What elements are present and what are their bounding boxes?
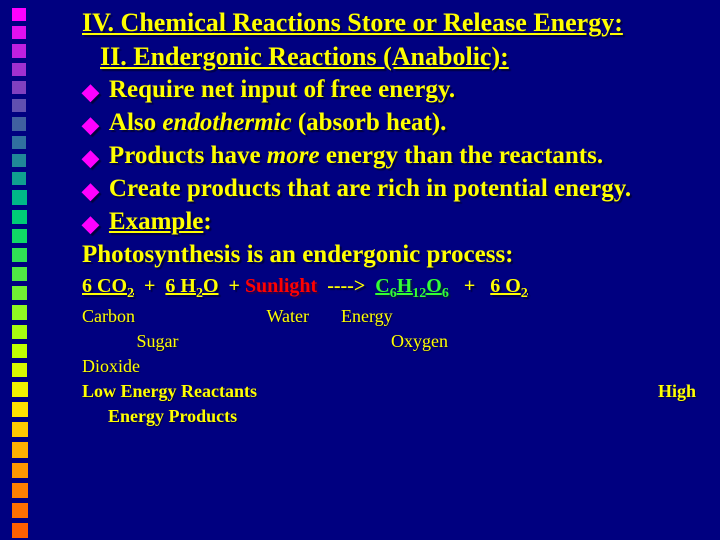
decor-square (12, 402, 28, 417)
energy-products-label: Energy Products (108, 406, 710, 427)
decor-square (12, 344, 27, 358)
decor-square (12, 483, 28, 498)
decor-square (12, 422, 28, 437)
bullet-text: Also endothermic (absorb heat). (109, 109, 447, 137)
process-label: Photosynthesis is an endergonic process: (82, 241, 710, 269)
bullet-list: ◆ Require net input of free energy. ◆ Also … (82, 76, 710, 237)
decor-square (12, 229, 27, 243)
sunlight-term: Sunlight (245, 275, 317, 297)
decor-square (12, 305, 27, 319)
decor-square (12, 210, 27, 224)
labels-row-2: Sugar Oxygen (82, 331, 710, 352)
labels-row-1: Carbon Water Energy (82, 306, 710, 327)
glucose-term: C6H12O6 (375, 275, 449, 297)
low-energy-label: Low Energy Reactants High (82, 381, 710, 402)
decor-square (12, 523, 28, 538)
decor-square (12, 363, 27, 377)
decor-square (12, 99, 26, 112)
main-title: IV. Chemical Reactions Store or Release … (82, 8, 710, 38)
decor-square (12, 63, 26, 76)
decor-square (12, 26, 26, 39)
decor-square (12, 503, 28, 518)
bullet-text: Create products that are rich in potenti… (109, 175, 631, 203)
decor-square (12, 382, 28, 397)
bullet-item: ◆ Require net input of free energy. (82, 76, 710, 105)
bullet-item: ◆ Example: (82, 208, 710, 237)
bullet-text: Products have more energy than the react… (109, 142, 603, 170)
decor-square (12, 44, 26, 57)
decor-square (12, 248, 27, 262)
slide-content: IV. Chemical Reactions Store or Release … (82, 8, 710, 427)
high-label: High (658, 381, 696, 402)
decor-square (12, 463, 28, 478)
decor-square (12, 190, 27, 204)
decor-square (12, 154, 26, 167)
subtitle: II. Endergonic Reactions (Anabolic): (100, 42, 710, 72)
diamond-icon: ◆ (82, 211, 99, 237)
decor-square (12, 286, 27, 300)
bullet-item: ◆ Create products that are rich in potent… (82, 175, 710, 204)
decor-square (12, 442, 28, 457)
diamond-icon: ◆ (82, 178, 99, 204)
decor-square (12, 117, 26, 130)
side-decoration (0, 0, 78, 540)
bullet-item: ◆ Products have more energy than the reac… (82, 142, 710, 171)
chemical-equation: 6 CO2 + 6 H2O + Sunlight ----> C6H12O6 +… (82, 275, 710, 302)
decor-square (12, 81, 26, 94)
decor-square (12, 325, 27, 339)
decor-square (12, 172, 26, 185)
diamond-icon: ◆ (82, 145, 99, 171)
bullet-item: ◆ Also endothermic (absorb heat). (82, 109, 710, 138)
decor-square (12, 8, 26, 21)
diamond-icon: ◆ (82, 112, 99, 138)
decor-square (12, 267, 27, 281)
labels-row-3: Dioxide (82, 356, 710, 377)
bullet-text: Require net input of free energy. (109, 76, 455, 104)
decor-square (12, 136, 26, 149)
bullet-text: Example: (109, 208, 212, 236)
diamond-icon: ◆ (82, 79, 99, 105)
